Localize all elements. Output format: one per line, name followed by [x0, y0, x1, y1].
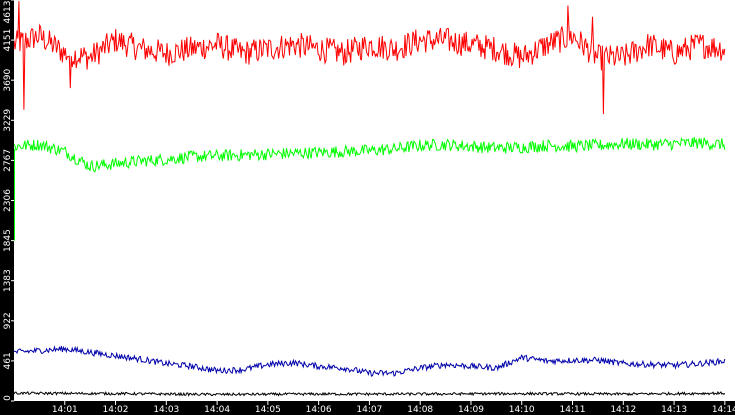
y-tick-label: 4613 [3, 1, 13, 24]
x-tick-label: 14:13 [661, 405, 687, 415]
x-tick-label: 14:04 [204, 405, 230, 415]
series-line-0 [13, 1, 726, 115]
x-tick-label: 14:10 [509, 405, 535, 415]
series-line-3 [13, 390, 726, 397]
x-tick-label: 14:08 [407, 405, 433, 415]
y-tick-label: 0 [3, 395, 13, 401]
y-tick-label: 1845 [3, 229, 13, 252]
x-axis-ticks: 14:01 14:02 14:03 14:04 14:05 14:06 14:07 14:08… [52, 401, 735, 415]
y-tick-label: 2767 [3, 149, 13, 172]
x-tick-label: 14:05 [255, 405, 281, 415]
x-tick-label: 14:06 [306, 405, 332, 415]
y-tick-label: 4151 [3, 29, 13, 52]
y-tick-label: 2306 [3, 189, 13, 212]
y-axis-ticks: 0 461 922 1383 1845 2306 2767 3229 3690 4151 4613 [3, 0, 14, 402]
x-axis-bar [0, 401, 735, 415]
x-tick-label: 14:07 [356, 405, 382, 415]
x-tick-label: 14:02 [103, 405, 129, 415]
y-tick-label: 1383 [3, 269, 13, 292]
series-line-1 [13, 136, 726, 173]
x-tick-label: 14:14 [712, 405, 735, 415]
y-tick-label: 461 [3, 352, 13, 369]
y-tick-label: 3229 [3, 109, 13, 132]
x-tick-label: 14:12 [610, 405, 636, 415]
y-tick-label: 3690 [3, 68, 13, 91]
y-tick-label: 922 [3, 312, 13, 329]
x-tick-label: 14:03 [153, 405, 179, 415]
series-line-2 [13, 345, 726, 377]
x-tick-label: 14:09 [458, 405, 484, 415]
x-tick-label: 14:01 [52, 405, 78, 415]
x-tick-label: 14:11 [560, 405, 586, 415]
y-axis-bar [0, 0, 14, 401]
